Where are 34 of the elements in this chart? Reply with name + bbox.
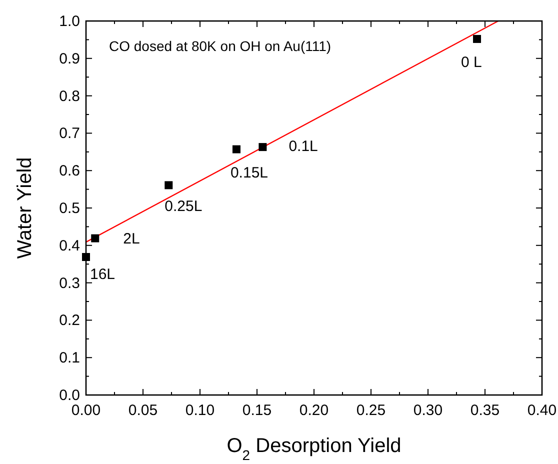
y-tick-label: 0.3 — [59, 274, 80, 292]
x-tick-label: 0.30 — [413, 402, 443, 419]
x-tick-label: 0.05 — [128, 402, 158, 419]
y-tick-label: 0.5 — [59, 200, 80, 217]
annotation: 2L — [123, 230, 140, 248]
y-axis-title: Water Yield — [14, 157, 36, 259]
y-tick-label: 0.9 — [59, 50, 80, 68]
annotation: 0.1L — [288, 138, 318, 156]
annotation: 0.15L — [230, 164, 268, 182]
x-tick-label: 0.20 — [299, 402, 329, 419]
point — [91, 234, 100, 242]
point — [164, 181, 173, 190]
point — [232, 145, 240, 154]
x-axis-title: O$_{2}$ Desorption Yield — [226, 435, 402, 463]
x-tick-label: 0.10 — [185, 402, 215, 419]
y-tick-label: 0.8 — [59, 88, 80, 105]
y-tick-label: 0.6 — [59, 162, 80, 180]
y-tick-label: 0.4 — [59, 237, 80, 254]
point — [473, 34, 482, 43]
y-tick-label: 1.0 — [59, 13, 80, 30]
y-tick-label: 0.0 — [59, 387, 80, 404]
point — [258, 143, 267, 152]
x-tick-label: 0.15 — [242, 402, 272, 419]
x-tick-label: 0.00 — [71, 402, 101, 419]
annotation: 0 L — [461, 54, 482, 71]
x-tick-label: 0.35 — [470, 402, 500, 419]
x-tick-label: 0.25 — [356, 402, 386, 419]
y-tick-label: 0.2 — [59, 312, 80, 330]
y-tick-label: 0.7 — [59, 125, 80, 142]
annotation: CO dosed at 80K on OH on Au(111) — [109, 38, 332, 54]
y-tick-label: 0.1 — [59, 350, 80, 367]
annotation: 0.25L — [164, 198, 202, 216]
x-tick-label: 0.40 — [527, 402, 557, 419]
annotation: 16L — [90, 266, 116, 283]
